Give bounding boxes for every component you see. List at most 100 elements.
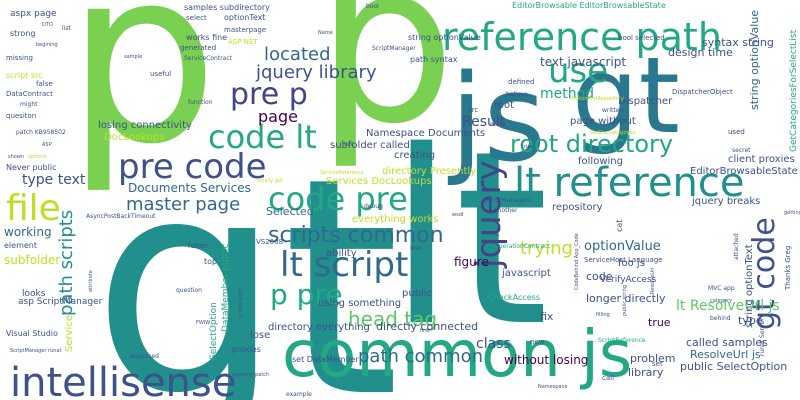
word-figure: figure	[454, 255, 489, 269]
word-called-samples: called samples	[686, 336, 768, 349]
word-use: use	[548, 51, 608, 91]
word-common-js: common js	[282, 318, 632, 392]
word-patch-kb958502: patch KB958502	[16, 129, 66, 136]
word-subfolder-called: subfolder called	[330, 140, 410, 151]
word-strong: strong	[10, 29, 35, 38]
word-bool-selected: bool selected	[618, 34, 665, 42]
word-working: working	[4, 225, 52, 239]
word-script-src: script src	[6, 71, 43, 80]
word-works-fine: works fine	[186, 33, 227, 42]
word-category: category	[710, 298, 732, 304]
word-codebehind-app-code-v: CodeBehind App_Code	[574, 233, 580, 290]
word-function: function	[188, 99, 213, 106]
word-resolveurl-v: ResolveUrl	[650, 267, 656, 294]
word-gt-code: gt code	[747, 217, 782, 330]
word-optiontext: optionText	[224, 13, 265, 22]
word-dispatcherobject: DispatcherObject	[672, 88, 733, 96]
word-secret: secret	[732, 147, 751, 154]
word-problem: problem	[630, 352, 676, 365]
word-string-optionvalue-h: string optionValue	[408, 33, 481, 42]
word-operationcontract: OperationContract	[494, 243, 550, 250]
word-code-pre: code pre	[268, 180, 408, 218]
word-applying-patch: applying patch	[232, 372, 269, 378]
word-using-something: using something	[318, 298, 401, 309]
word-fix: fix	[540, 310, 554, 323]
word-pre-code: pre code	[118, 147, 267, 187]
word-namespace-documents: Namespace Documents	[366, 128, 485, 139]
word-used: used	[728, 128, 745, 136]
word-directory-everything: directory everything	[268, 322, 370, 333]
word-scriptmanager1: ScriptManager1	[484, 197, 532, 204]
word-might: might	[20, 101, 38, 108]
word-path-common: path common	[358, 346, 483, 367]
word-foo-js: foo js	[618, 258, 645, 269]
word-optionvalue: optionValue	[584, 239, 661, 254]
word-new: new	[530, 338, 545, 346]
word-line: line	[410, 245, 421, 252]
word-lose: lose	[250, 330, 270, 341]
word-believe: believe	[506, 91, 528, 98]
word-following: following	[578, 156, 623, 167]
word-servicecontract: ServiceContract	[184, 55, 233, 62]
word-aspx-page: aspx page	[10, 9, 57, 19]
word-datacontract: DataContract	[6, 90, 53, 98]
word-result: Result	[462, 114, 506, 130]
word-design-time: design time	[668, 46, 733, 59]
word-finally-got: finally got	[258, 178, 283, 184]
word-attached: attached	[733, 233, 740, 260]
word-c: C	[494, 229, 500, 238]
word-ability: ability	[326, 248, 357, 259]
word-src: src	[468, 106, 478, 114]
word-master-page: master page	[126, 194, 240, 215]
word-top: top	[204, 257, 217, 266]
word-service: Service	[64, 315, 75, 352]
word-client-proxies: client proxies	[728, 154, 795, 165]
word-longer-directly: longer directly	[586, 292, 666, 305]
word-root: root	[494, 100, 514, 111]
word-javascript: javascript	[501, 268, 551, 279]
word-everything-works: everything works	[352, 214, 439, 225]
word-masterpage: masterpage	[224, 26, 266, 34]
word-path-syntax: path syntax	[410, 55, 458, 64]
word-cat: cat	[615, 220, 624, 232]
word-code: code	[586, 270, 613, 283]
word-public-string: public string	[622, 285, 628, 316]
word-mvc-app: MVC app	[708, 285, 735, 292]
word-directory-presently: directory Presently	[382, 166, 476, 177]
word-asp-net: ASP NET	[228, 38, 258, 46]
word-syntax-string: syntax string	[702, 36, 774, 49]
word-scripts-path-v: scripts path	[238, 289, 244, 319]
word-true: true	[648, 316, 671, 329]
word-begining: begining	[36, 42, 58, 48]
word-asyncpostbacktimeout: AsyncPostBackTimeout	[86, 213, 156, 220]
word-debug: debug	[364, 203, 383, 210]
word-call: call	[602, 374, 614, 382]
word-verifyaccess: VerifyAccess	[600, 275, 657, 285]
word-string-optiontext-v: string optionText	[744, 244, 755, 328]
word-type: type	[738, 314, 763, 327]
word-never-public: Never public	[6, 163, 56, 172]
word-method: method	[540, 86, 594, 102]
word-string-optionvalue-v: string optionValue	[748, 10, 761, 110]
word-checkaccess: CheckAccess	[488, 293, 540, 302]
word-dto: DTO	[42, 22, 53, 28]
word-editorbrowsablestate-never: EditorBrowsableState Never	[690, 166, 800, 177]
word-defined: defined	[508, 78, 534, 86]
word-text-javascript: text javascript	[540, 55, 626, 69]
word-p-pre: p pre	[270, 278, 343, 311]
word-visual-studio: Visual Studio	[6, 329, 58, 338]
word-namespace: Namespace	[538, 384, 567, 390]
word-getdoccategories: GetDocCategories	[590, 130, 636, 136]
word-selectoption-v: SelectOption	[209, 302, 219, 360]
word-lt-reference: lt reference	[514, 160, 745, 206]
word-subfolder: subfolder	[4, 253, 60, 267]
word-public: public	[402, 288, 432, 299]
word-scripts-common: scripts common	[268, 223, 444, 248]
word-written: written	[602, 107, 623, 114]
word-resolveurl-js: ResolveUrl js	[690, 348, 761, 361]
word-getcategoriesforselectlist-v: GetCategoriesForSelectList	[789, 29, 799, 152]
word-question: question	[176, 287, 202, 294]
word-filling: filling	[596, 312, 610, 318]
word-example: example	[286, 391, 312, 398]
